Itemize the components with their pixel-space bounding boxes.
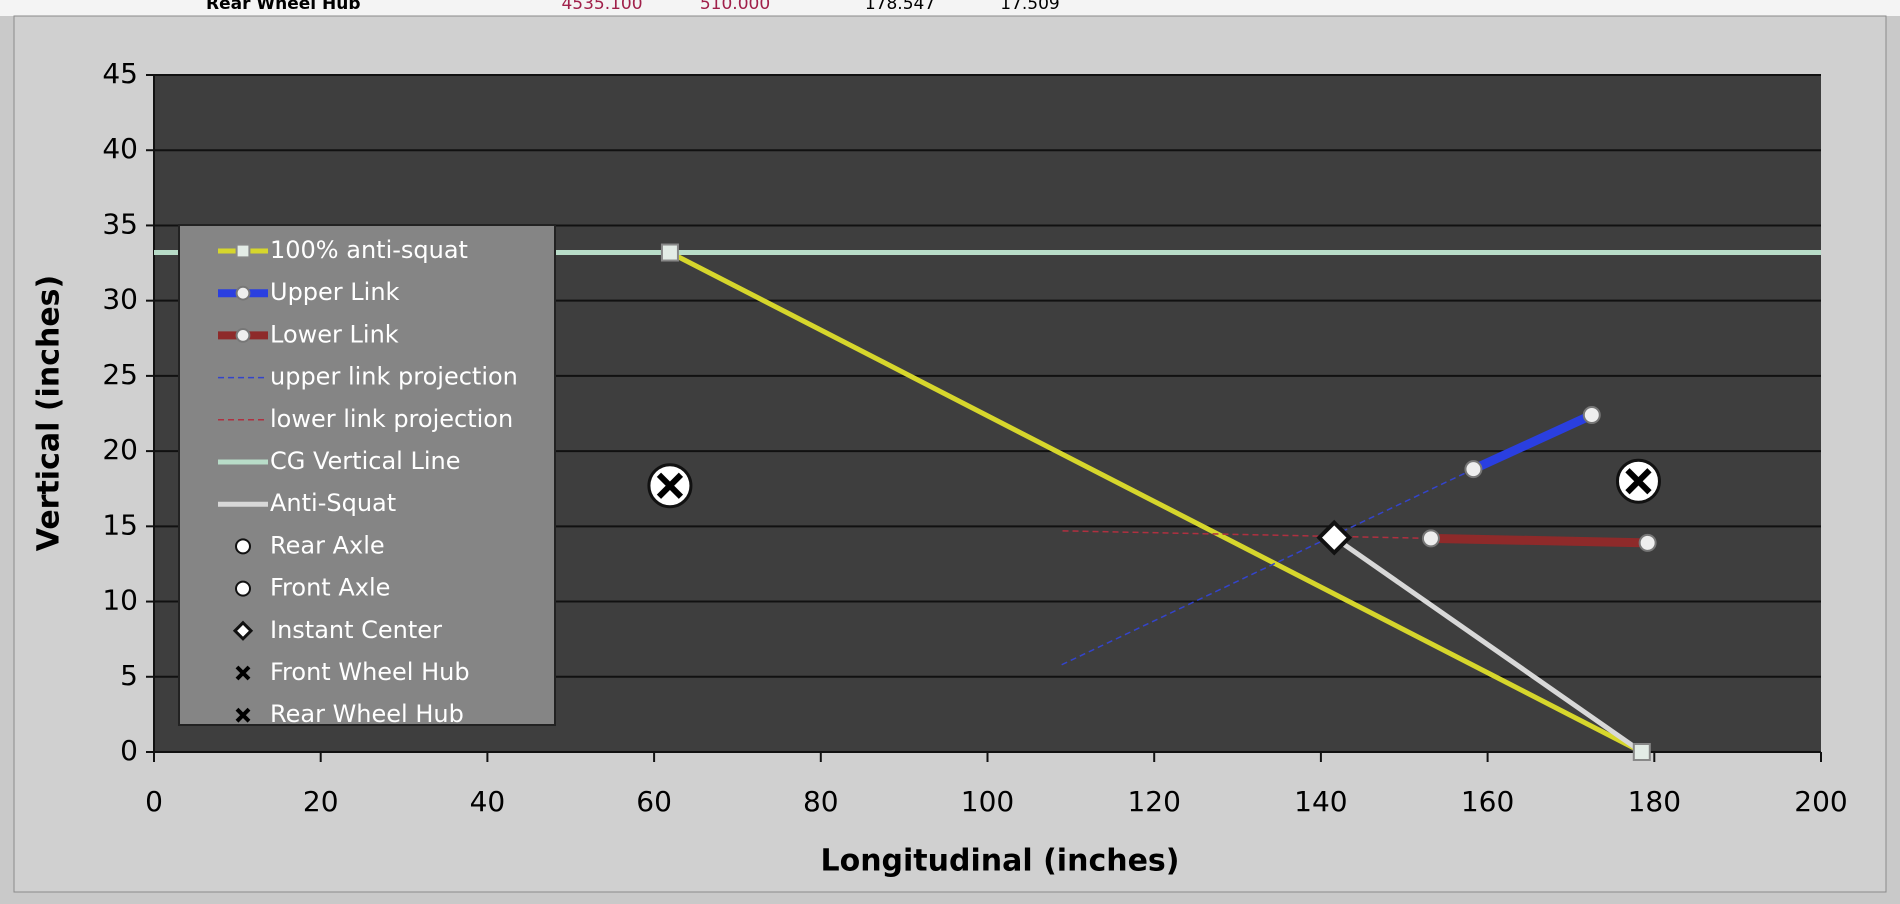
x-tick-label: 40 [470,785,506,818]
marker-big-circle [235,580,251,597]
x-tick-label: 0 [145,785,163,818]
x-tick-label: 200 [1794,785,1847,818]
legend-label: upper link projection [270,363,518,391]
x-tick-label: 60 [636,785,672,818]
sheet-cell: 17.509 [1000,0,1059,14]
x-tick-label: 180 [1628,785,1681,818]
y-tick-label: 0 [120,734,138,767]
sheet-cell: 178.547 [865,0,935,14]
y-tick-label: 20 [102,433,138,466]
marker-square [660,243,679,262]
sheet-label: Rear Wheel Hub [206,0,361,14]
legend-label: lower link projection [270,405,513,433]
x-tick-label: 20 [303,785,339,818]
legend-label: Lower Link [270,320,399,348]
series-line [668,250,1643,755]
y-tick-label: 10 [102,584,138,617]
legend-box [178,224,556,726]
y-tick-label: 25 [102,358,138,391]
y-tick-label: 30 [102,283,138,316]
series-line [1430,533,1648,548]
legend-label: Front Wheel Hub [270,658,470,686]
legend-label: Anti-Squat [270,489,396,517]
marker-circle [1421,529,1440,548]
legend-label: 100% anti-squat [270,236,468,264]
marker-big-circle [235,538,251,555]
marker-square [1632,743,1651,761]
series-line [1062,530,1431,540]
y-tick-label: 40 [102,132,138,165]
x-tick-label: 160 [1461,785,1514,818]
marker-diamond [232,620,254,641]
marker-diamond [1316,519,1353,556]
x-tick-label: 140 [1294,785,1347,818]
y-axis-title: Vertical (inches) [32,275,67,552]
marker-circle [1464,460,1483,479]
y-tick-label: 15 [102,508,138,541]
marker-x [1625,468,1652,495]
legend-label: Front Axle [270,574,390,602]
marker-circle [235,328,251,343]
y-tick-label: 5 [120,659,138,692]
legend-label: Rear Wheel Hub [270,700,464,728]
series-line [1471,410,1594,474]
marker-x [235,665,251,681]
series-line [1332,535,1644,755]
legend-label: Instant Center [270,616,442,644]
marker-x [235,707,251,723]
x-tick-label: 80 [803,785,839,818]
series-line [1061,468,1474,666]
legend-label: Upper Link [270,278,400,306]
y-tick-label: 45 [102,57,138,90]
legend-label: Rear Axle [270,531,385,559]
sheet-cell: 510.000 [700,0,770,14]
x-tick-label: 120 [1127,785,1180,818]
legend-label: CG Vertical Line [270,447,460,475]
sheet-cell: 4535.100 [561,0,642,14]
sheet-row [0,0,1900,16]
x-tick-label: 100 [961,785,1014,818]
x-axis-title: Longitudinal (inches) [820,844,1179,879]
marker-circle [1638,533,1657,552]
marker-square [235,243,251,259]
marker-x [656,472,684,499]
marker-circle [1582,406,1601,425]
marker-circle [235,285,251,301]
y-tick-label: 35 [102,207,138,240]
